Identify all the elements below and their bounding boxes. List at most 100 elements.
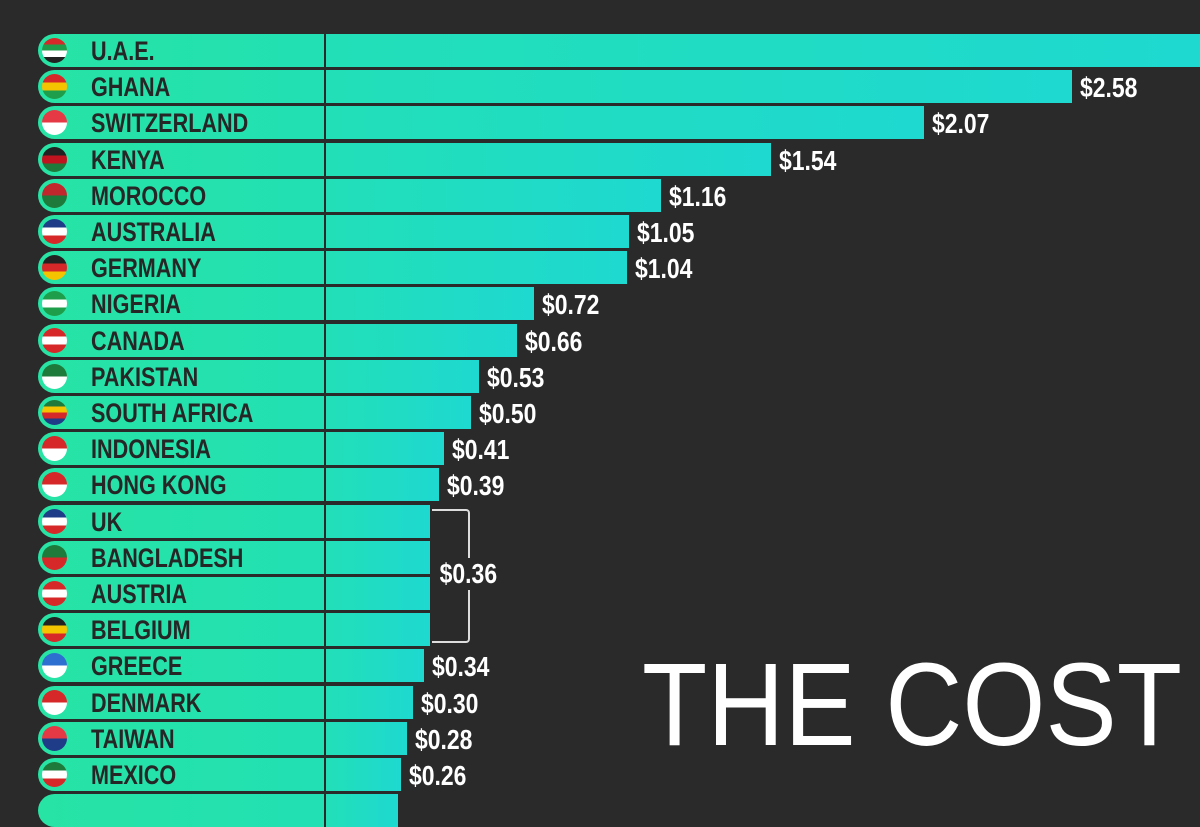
category-label: SWITZERLAND [91, 108, 249, 139]
bar [326, 142, 772, 176]
flag-icon [42, 689, 67, 715]
data-label: $0.28 [414, 723, 473, 755]
category-label: DENMARK [91, 687, 202, 718]
category-label: SOUTH AFRICA [91, 398, 254, 428]
data-label: $0.66 [524, 325, 583, 357]
bar [326, 396, 471, 429]
data-label: $1.16 [669, 180, 727, 212]
category-label-cell: GREECE [38, 649, 324, 683]
category-label: BANGLADESH [91, 542, 244, 573]
bar [326, 758, 402, 791]
flag-icon [42, 74, 67, 100]
category-label: U.A.E. [91, 36, 155, 66]
bar [326, 323, 517, 357]
category-label: MOROCCO [91, 180, 207, 211]
group-value-label: $0.36 [438, 558, 499, 590]
data-label: $0.26 [409, 760, 467, 791]
category-label: AUSTRIA [91, 579, 187, 609]
bar [326, 106, 925, 140]
category-label: HONG KONG [91, 470, 227, 501]
category-label-cell: AUSTRIA [38, 577, 324, 610]
category-label-cell: MEXICO [38, 758, 324, 791]
data-label: $0.34 [432, 651, 490, 683]
flag-icon [42, 581, 67, 606]
category-label-cell: AUSTRALIA [38, 215, 324, 248]
data-label: $0.30 [420, 687, 479, 719]
category-label-cell: PAKISTAN [38, 359, 324, 393]
bar [326, 215, 630, 248]
flag-icon [42, 182, 67, 208]
data-label: $0.53 [487, 361, 545, 393]
data-label: $1.05 [637, 217, 695, 248]
data-label: $0.72 [542, 289, 600, 321]
flag-icon [42, 653, 67, 679]
category-label-cell: SWITZERLAND [38, 106, 324, 140]
category-label: INDONESIA [91, 434, 212, 465]
category-label-cell: U.A.E. [38, 34, 324, 67]
category-label: AUSTRALIA [91, 217, 216, 247]
bar [326, 649, 425, 683]
bar-chart: U.A.E. GHANA $2.58 SWITZERLAND $2.07 KENYA $1.… [38, 34, 1200, 827]
bar [326, 468, 439, 502]
chart-title: THE COST [642, 645, 1182, 755]
category-label-cell: BANGLADESH [38, 540, 324, 574]
category-label: CANADA [91, 325, 185, 356]
flag-icon [42, 544, 67, 570]
bar [326, 504, 431, 538]
bar [326, 70, 1072, 104]
flag-icon [42, 291, 67, 317]
category-label-cell [38, 794, 324, 827]
category-label: BELGIUM [91, 615, 191, 646]
bar [326, 577, 431, 610]
category-label: GERMANY [91, 253, 202, 284]
chart-title-graphic: THE COST [642, 645, 1182, 755]
flag-icon [42, 219, 67, 244]
data-label: $2.07 [932, 108, 990, 140]
bar [326, 359, 480, 393]
bar [326, 540, 431, 574]
category-label: UK [91, 506, 123, 537]
flag-icon [42, 38, 67, 63]
flag-icon [42, 436, 67, 462]
flag-icon [42, 400, 67, 425]
bar [326, 178, 662, 212]
category-label-cell: CANADA [38, 323, 324, 357]
bar [326, 794, 398, 827]
flag-icon [42, 363, 67, 389]
bar [326, 685, 413, 719]
data-label: $2.58 [1079, 72, 1138, 104]
flag-icon [42, 725, 67, 751]
data-label: $0.50 [478, 398, 536, 429]
flag-icon [42, 472, 67, 498]
category-label-cell: GHANA [38, 70, 324, 104]
flag-icon [42, 146, 67, 172]
category-label: MEXICO [91, 760, 177, 790]
flag-icon [42, 762, 67, 787]
category-label-cell: BELGIUM [38, 613, 324, 647]
bar [326, 251, 627, 285]
category-label: KENYA [91, 144, 165, 175]
data-label: $1.54 [779, 144, 837, 176]
category-label: TAIWAN [91, 723, 175, 754]
category-label-cell: KENYA [38, 142, 324, 176]
category-label-cell: TAIWAN [38, 721, 324, 755]
category-label-cell: UK [38, 504, 324, 538]
category-label-cell: INDONESIA [38, 432, 324, 466]
category-label-cell: MOROCCO [38, 178, 324, 212]
flag-icon [42, 255, 67, 281]
bar [326, 34, 1200, 67]
data-label: $0.39 [446, 470, 505, 502]
bar [326, 721, 407, 755]
flag-icon [42, 508, 67, 534]
category-label-cell: NIGERIA [38, 287, 324, 321]
data-label: $1.04 [634, 253, 693, 285]
bar [326, 287, 535, 321]
category-label-cell: DENMARK [38, 685, 324, 719]
category-label: NIGERIA [91, 289, 182, 320]
bar [326, 432, 445, 466]
category-label-cell: GERMANY [38, 251, 324, 285]
flag-icon [42, 110, 67, 136]
category-label: GHANA [91, 72, 171, 103]
category-label-cell: SOUTH AFRICA [38, 396, 324, 429]
category-label: PAKISTAN [91, 361, 199, 392]
